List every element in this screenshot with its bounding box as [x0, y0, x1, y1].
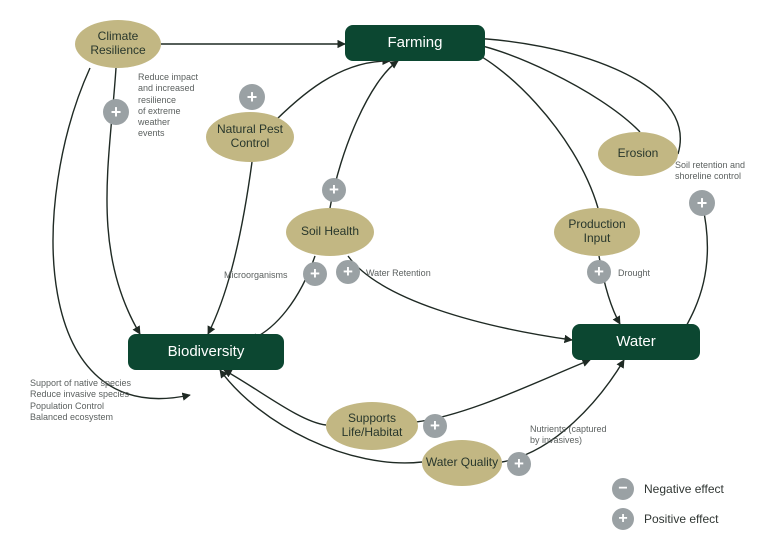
legend-label: Negative effect: [644, 482, 724, 496]
node-supports-life-habitat: Supports Life/Habitat: [326, 402, 418, 450]
plus-icon: +: [103, 99, 129, 125]
node-climate-resilience: Climate Resilience: [75, 20, 161, 68]
legend-label: Positive effect: [644, 512, 718, 526]
plus-icon: +: [587, 260, 611, 284]
node-label: Natural Pest Control: [206, 123, 294, 151]
plus-icon: +: [612, 508, 634, 530]
node-biodiversity: Biodiversity: [128, 334, 284, 370]
edge-label: Drought: [618, 268, 650, 279]
diagram-edges: [0, 0, 768, 533]
plus-icon: +: [239, 84, 265, 110]
node-label: Supports Life/Habitat: [326, 412, 418, 440]
plus-icon: +: [507, 452, 531, 476]
plus-icon: +: [689, 190, 715, 216]
edge-label: Microorganisms: [224, 270, 288, 281]
node-label: Water: [616, 333, 655, 350]
node-water-quality: Water Quality: [422, 440, 502, 486]
minus-icon: −: [612, 478, 634, 500]
plus-icon: +: [303, 262, 327, 286]
node-erosion: Erosion: [598, 132, 678, 176]
edge-label: Reduce impact and increased resilience o…: [138, 72, 198, 140]
node-natural-pest-control: Natural Pest Control: [206, 112, 294, 162]
node-water: Water: [572, 324, 700, 360]
node-label: Erosion: [618, 147, 659, 161]
node-label: Soil Health: [301, 225, 359, 239]
node-label: Farming: [387, 34, 442, 51]
node-label: Biodiversity: [168, 343, 245, 360]
edge-label: Support of native species Reduce invasiv…: [30, 378, 131, 423]
legend-positive: + Positive effect: [612, 508, 718, 530]
node-farming: Farming: [345, 25, 485, 61]
plus-icon: +: [336, 260, 360, 284]
node-label: Water Quality: [426, 456, 498, 470]
node-label: Production Input: [554, 218, 640, 246]
edge-label: Nutrients (captured by invasives): [530, 424, 607, 447]
node-production-input: Production Input: [554, 208, 640, 256]
node-label: Climate Resilience: [75, 30, 161, 58]
edge-label: Water Retention: [366, 268, 431, 279]
node-soil-health: Soil Health: [286, 208, 374, 256]
plus-icon: +: [423, 414, 447, 438]
legend-negative: − Negative effect: [612, 478, 724, 500]
edge-label: Soil retention and shoreline control: [675, 160, 745, 183]
plus-icon: +: [322, 178, 346, 202]
